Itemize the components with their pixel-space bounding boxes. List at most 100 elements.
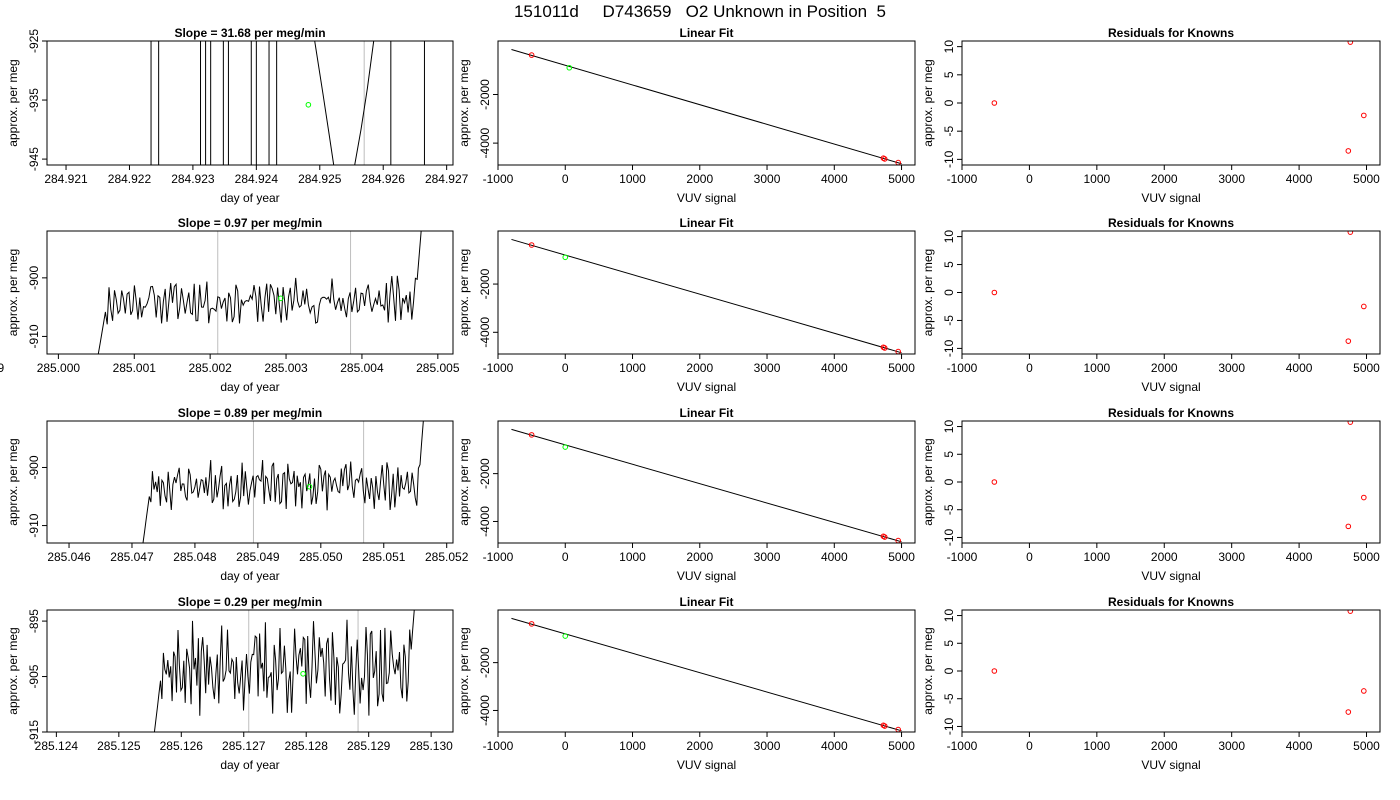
y-tick-label: 5 bbox=[942, 261, 956, 268]
y-tick-label: -5 bbox=[942, 126, 956, 137]
unknown-point bbox=[562, 254, 569, 261]
x-tick-label: 285.047 bbox=[110, 550, 154, 564]
x-tick-label: -1000 bbox=[483, 550, 514, 564]
residual-point bbox=[991, 100, 998, 106]
x-tick-label: 2000 bbox=[1151, 550, 1178, 564]
y-axis: -925 -935 -945 bbox=[27, 29, 47, 171]
x-tick-label: 285.128 bbox=[285, 739, 329, 753]
x-tick-label: 4000 bbox=[821, 172, 848, 186]
x-axis-label: VUV signal bbox=[1141, 191, 1200, 205]
plot-area bbox=[511, 428, 902, 543]
x-tick-label: 3000 bbox=[754, 550, 781, 564]
x-tick-label: 285.050 bbox=[299, 550, 343, 564]
x-axis: -1000 0 1000 2000 3000 4000 5000 bbox=[947, 732, 1380, 753]
plot-title: Residuals for Knowns bbox=[1108, 595, 1234, 609]
x-tick-label: 1000 bbox=[619, 172, 646, 186]
plot-area bbox=[991, 610, 1367, 715]
x-tick-label: 284.924 bbox=[235, 172, 279, 186]
x-axis-label: VUV signal bbox=[1141, 758, 1200, 772]
x-axis-label: day of year bbox=[220, 380, 279, 394]
residual-point bbox=[1345, 338, 1352, 344]
x-tick-label: 284.925 bbox=[298, 172, 342, 186]
plot-area bbox=[991, 421, 1367, 530]
unknown-point bbox=[277, 295, 284, 302]
x-axis: -1000 0 1000 2000 3000 4000 5000 bbox=[947, 543, 1380, 564]
panel-fit-row-1: Linear Fit -1000 0 1000 2000 3000 4000 5000 -200… bbox=[457, 216, 916, 394]
y-tick-label: -4000 bbox=[478, 506, 492, 537]
y-tick-label: -910 bbox=[27, 513, 41, 537]
residual-point bbox=[991, 289, 998, 296]
x-axis: -1000 0 1000 2000 3000 4000 5000 bbox=[483, 732, 915, 753]
trace-line bbox=[142, 421, 424, 543]
fit-line bbox=[511, 49, 902, 165]
plot-frame bbox=[961, 40, 1381, 166]
x-tick-label: 1000 bbox=[1083, 739, 1110, 753]
x-tick-label: 285.052 bbox=[425, 550, 469, 564]
x-tick-label: 285.048 bbox=[173, 550, 217, 564]
panel-fit-row-2: Linear Fit -1000 0 1000 2000 3000 4000 5000 -200… bbox=[457, 406, 916, 583]
x-tick-label: 285.127 bbox=[222, 739, 266, 753]
y-axis-label: approx. per meg bbox=[457, 627, 471, 714]
y-tick-label: -4000 bbox=[478, 317, 492, 348]
x-tick-label: 4000 bbox=[821, 550, 848, 564]
residual-point bbox=[1347, 231, 1354, 235]
fit-line bbox=[511, 428, 902, 543]
y-axis: -2000 -4000 bbox=[478, 79, 498, 158]
x-tick-label: 285.130 bbox=[409, 739, 453, 753]
y-tick-label: -2000 bbox=[478, 647, 492, 678]
x-axis-label: VUV signal bbox=[677, 758, 736, 772]
x-tick-label: 5000 bbox=[888, 739, 915, 753]
x-tick-label: 5000 bbox=[1353, 361, 1380, 375]
x-tick-label: 2000 bbox=[686, 739, 713, 753]
trace-curve bbox=[314, 41, 335, 165]
x-tick-label: 5000 bbox=[888, 550, 915, 564]
plot-title: Slope = 0.97 per meg/min bbox=[178, 216, 322, 230]
plot-frame bbox=[46, 230, 454, 355]
x-tick-label: 285.001 bbox=[113, 361, 157, 375]
plot-area bbox=[97, 231, 422, 354]
y-axis-label: approx. per meg bbox=[921, 627, 935, 714]
x-tick-label: 2000 bbox=[686, 361, 713, 375]
x-tick-label: 3000 bbox=[1218, 739, 1245, 753]
y-axis: -2000 -4000 bbox=[478, 647, 498, 726]
x-tick-label: 4000 bbox=[1286, 739, 1313, 753]
trace-curve bbox=[354, 41, 375, 165]
plot-title: Linear Fit bbox=[679, 26, 733, 40]
y-axis: -895 -905 -915 bbox=[27, 609, 47, 744]
plot-frame bbox=[497, 609, 916, 733]
plot-title: Linear Fit bbox=[679, 216, 733, 230]
y-axis: 10 5 0 -5 -10 bbox=[942, 40, 962, 168]
residual-point bbox=[1345, 709, 1352, 715]
y-tick-label: 0 bbox=[942, 478, 956, 485]
x-axis: 285.124 285.125 285.126 285.127 285.128 285.1… bbox=[35, 732, 453, 753]
x-tick-label: -1000 bbox=[947, 361, 978, 375]
plot-frame bbox=[497, 40, 916, 166]
x-axis-label: day of year bbox=[220, 191, 279, 205]
y-tick-label: 0 bbox=[942, 667, 956, 674]
y-axis-label: approx. per meg bbox=[457, 249, 471, 336]
x-tick-label: 0 bbox=[562, 739, 569, 753]
y-tick-label: 5 bbox=[942, 451, 956, 458]
known-point bbox=[881, 534, 888, 540]
y-axis-label: approx. per meg bbox=[6, 59, 20, 146]
y-tick-label: 10 bbox=[942, 609, 956, 623]
y-tick-label: 0 bbox=[942, 99, 956, 106]
unknown-point bbox=[306, 483, 313, 490]
y-tick-label: 5 bbox=[942, 71, 956, 78]
x-tick-label: 2000 bbox=[1151, 361, 1178, 375]
y-tick-label: -10 bbox=[942, 528, 956, 546]
unknown-point bbox=[562, 444, 569, 450]
x-tick-label: 285.002 bbox=[188, 361, 232, 375]
x-tick-label: 0 bbox=[1026, 172, 1033, 186]
x-tick-label: 285.049 bbox=[236, 550, 280, 564]
fit-line bbox=[511, 238, 902, 354]
known-point bbox=[528, 52, 535, 58]
unknown-point bbox=[562, 633, 569, 639]
y-axis-label: approx. per meg bbox=[6, 249, 20, 336]
plot-frame bbox=[961, 609, 1381, 733]
plot-frame bbox=[961, 230, 1381, 355]
plot-area bbox=[991, 231, 1367, 344]
y-axis: 10 5 0 -5 -10 bbox=[942, 230, 962, 357]
y-tick-label: 10 bbox=[942, 40, 956, 54]
residual-point bbox=[1361, 112, 1367, 119]
